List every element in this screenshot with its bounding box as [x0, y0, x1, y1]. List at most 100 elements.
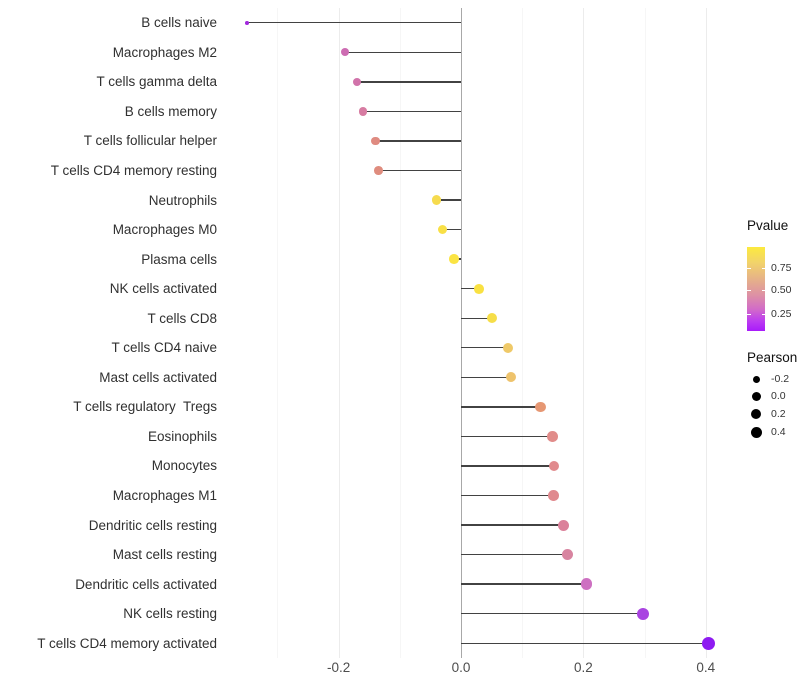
lollipop-stem [363, 110, 461, 113]
lollipop-stem [461, 642, 709, 644]
lollipop-dot [244, 20, 249, 25]
lollipop-stem [461, 583, 587, 585]
y-axis-label: T cells CD4 memory activated [37, 635, 217, 651]
gridline-major [705, 8, 707, 658]
lollipop-dot [636, 607, 649, 620]
gridline-major [583, 8, 585, 658]
lollipop-stem [375, 140, 461, 142]
colorbar-tick-mark [761, 268, 765, 269]
pearson-size-label: 0.2 [771, 407, 786, 420]
pearson-size-label: -0.2 [771, 372, 790, 385]
x-axis-tick-label: 0.0 [451, 660, 471, 675]
lollipop-stem [461, 317, 492, 319]
gridline-minor [399, 8, 401, 658]
lollipop-dot [548, 460, 560, 472]
lollipop-dot [580, 578, 593, 590]
y-axis-label: NK cells resting [123, 606, 217, 622]
lollipop-dot [374, 166, 383, 175]
y-axis-label: T cells CD8 [147, 310, 217, 326]
lollipop-dot [701, 636, 715, 650]
pearson-size-label: 0.0 [771, 389, 786, 402]
lollipop-dot [506, 372, 517, 383]
lollipop-dot [340, 48, 349, 57]
y-axis-label: Macrophages M0 [112, 222, 217, 238]
colorbar-tick-mark [747, 314, 751, 316]
lollipop-stem [356, 81, 461, 83]
lollipop-stem [461, 435, 553, 438]
lollipop-dot [503, 342, 514, 353]
lollipop-dot [474, 283, 485, 294]
lollipop-dot [431, 195, 442, 205]
lollipop-stem [461, 612, 643, 615]
lollipop-dot [437, 224, 448, 235]
lollipop-dot [486, 313, 497, 324]
y-axis-label: Plasma cells [141, 251, 217, 267]
pearson-size-label: 0.4 [771, 425, 786, 438]
colorbar-tick-mark [747, 268, 751, 269]
lollipop-stem [461, 494, 554, 497]
pearson-legend-title: Pearson [747, 350, 798, 365]
y-axis-label: Mast cells activated [99, 369, 217, 385]
y-axis-label: Monocytes [151, 458, 217, 474]
colorbar-tick-mark [761, 290, 765, 291]
pearson-size-dot [750, 426, 762, 438]
lollipop-stem [461, 465, 555, 467]
gridline-minor [522, 8, 524, 658]
lollipop-dot [548, 490, 559, 501]
lollipop-dot [557, 519, 569, 531]
y-axis-label: T cells regulatory Tregs [73, 399, 217, 415]
y-axis-label: Eosinophils [147, 428, 217, 444]
x-axis-tick-label: 0.2 [574, 660, 593, 675]
colorbar-tick-mark [747, 290, 751, 291]
x-axis-tick-label: -0.2 [326, 660, 351, 675]
y-axis-label: Macrophages M2 [112, 44, 217, 60]
pearson-size-dot [752, 375, 760, 383]
lollipop-dot [371, 136, 380, 146]
lollipop-stem [344, 51, 461, 53]
gridline-major [338, 8, 340, 658]
lollipop-stem [436, 199, 461, 201]
x-axis-tick-label: 0.4 [696, 660, 716, 675]
lollipop-stem [461, 287, 480, 290]
lollipop-stem [461, 347, 509, 349]
colorbar-tick-mark [761, 314, 765, 316]
y-axis-label: B cells memory [124, 103, 217, 119]
pvalue-colorbar [747, 247, 765, 331]
y-axis-label: T cells follicular helper [83, 133, 217, 149]
lollipop-stem [461, 406, 541, 408]
lollipop-dot [352, 77, 362, 87]
y-axis-label: B cells naive [141, 15, 217, 31]
lollipop-stem [378, 169, 461, 172]
y-axis-label: T cells CD4 naive [111, 340, 217, 356]
y-axis-label: NK cells activated [109, 281, 217, 297]
pearson-size-dot [751, 409, 761, 419]
pearson-size-dot [751, 391, 761, 401]
y-axis-label: Neutrophils [148, 192, 217, 208]
lollipop-stem [442, 228, 461, 231]
gridline-minor [277, 8, 279, 658]
y-axis-label: Mast cells resting [112, 547, 217, 563]
colorbar-tick-label: 0.25 [771, 307, 792, 320]
pvalue-legend-title: Pvalue [747, 218, 789, 233]
y-axis-label: Macrophages M1 [112, 488, 217, 503]
lollipop-dot [449, 254, 460, 264]
y-axis-label: T cells gamma delta [96, 74, 217, 90]
gridline-minor [644, 8, 646, 658]
colorbar-tick-label: 0.75 [771, 261, 792, 274]
colorbar-tick-label: 0.50 [771, 283, 792, 296]
lollipop-stem [246, 22, 461, 24]
y-axis-label: T cells CD4 memory resting [50, 163, 217, 178]
lollipop-stem [461, 376, 512, 378]
lollipop-dot [561, 549, 573, 561]
plot-panel [222, 8, 730, 658]
y-axis-label: Dendritic cells resting [88, 517, 217, 533]
lollipop-dot [358, 107, 368, 116]
lollipop-stem [461, 524, 564, 526]
lollipop-dot [535, 401, 546, 413]
zero-axis-line [461, 8, 463, 658]
lollipop-stem [461, 553, 568, 556]
y-axis-label: Dendritic cells activated [75, 576, 217, 592]
y-axis-labels: B cells naive Macrophages M2 T cells gamma… [0, 8, 217, 658]
lollipop-dot [546, 431, 558, 442]
